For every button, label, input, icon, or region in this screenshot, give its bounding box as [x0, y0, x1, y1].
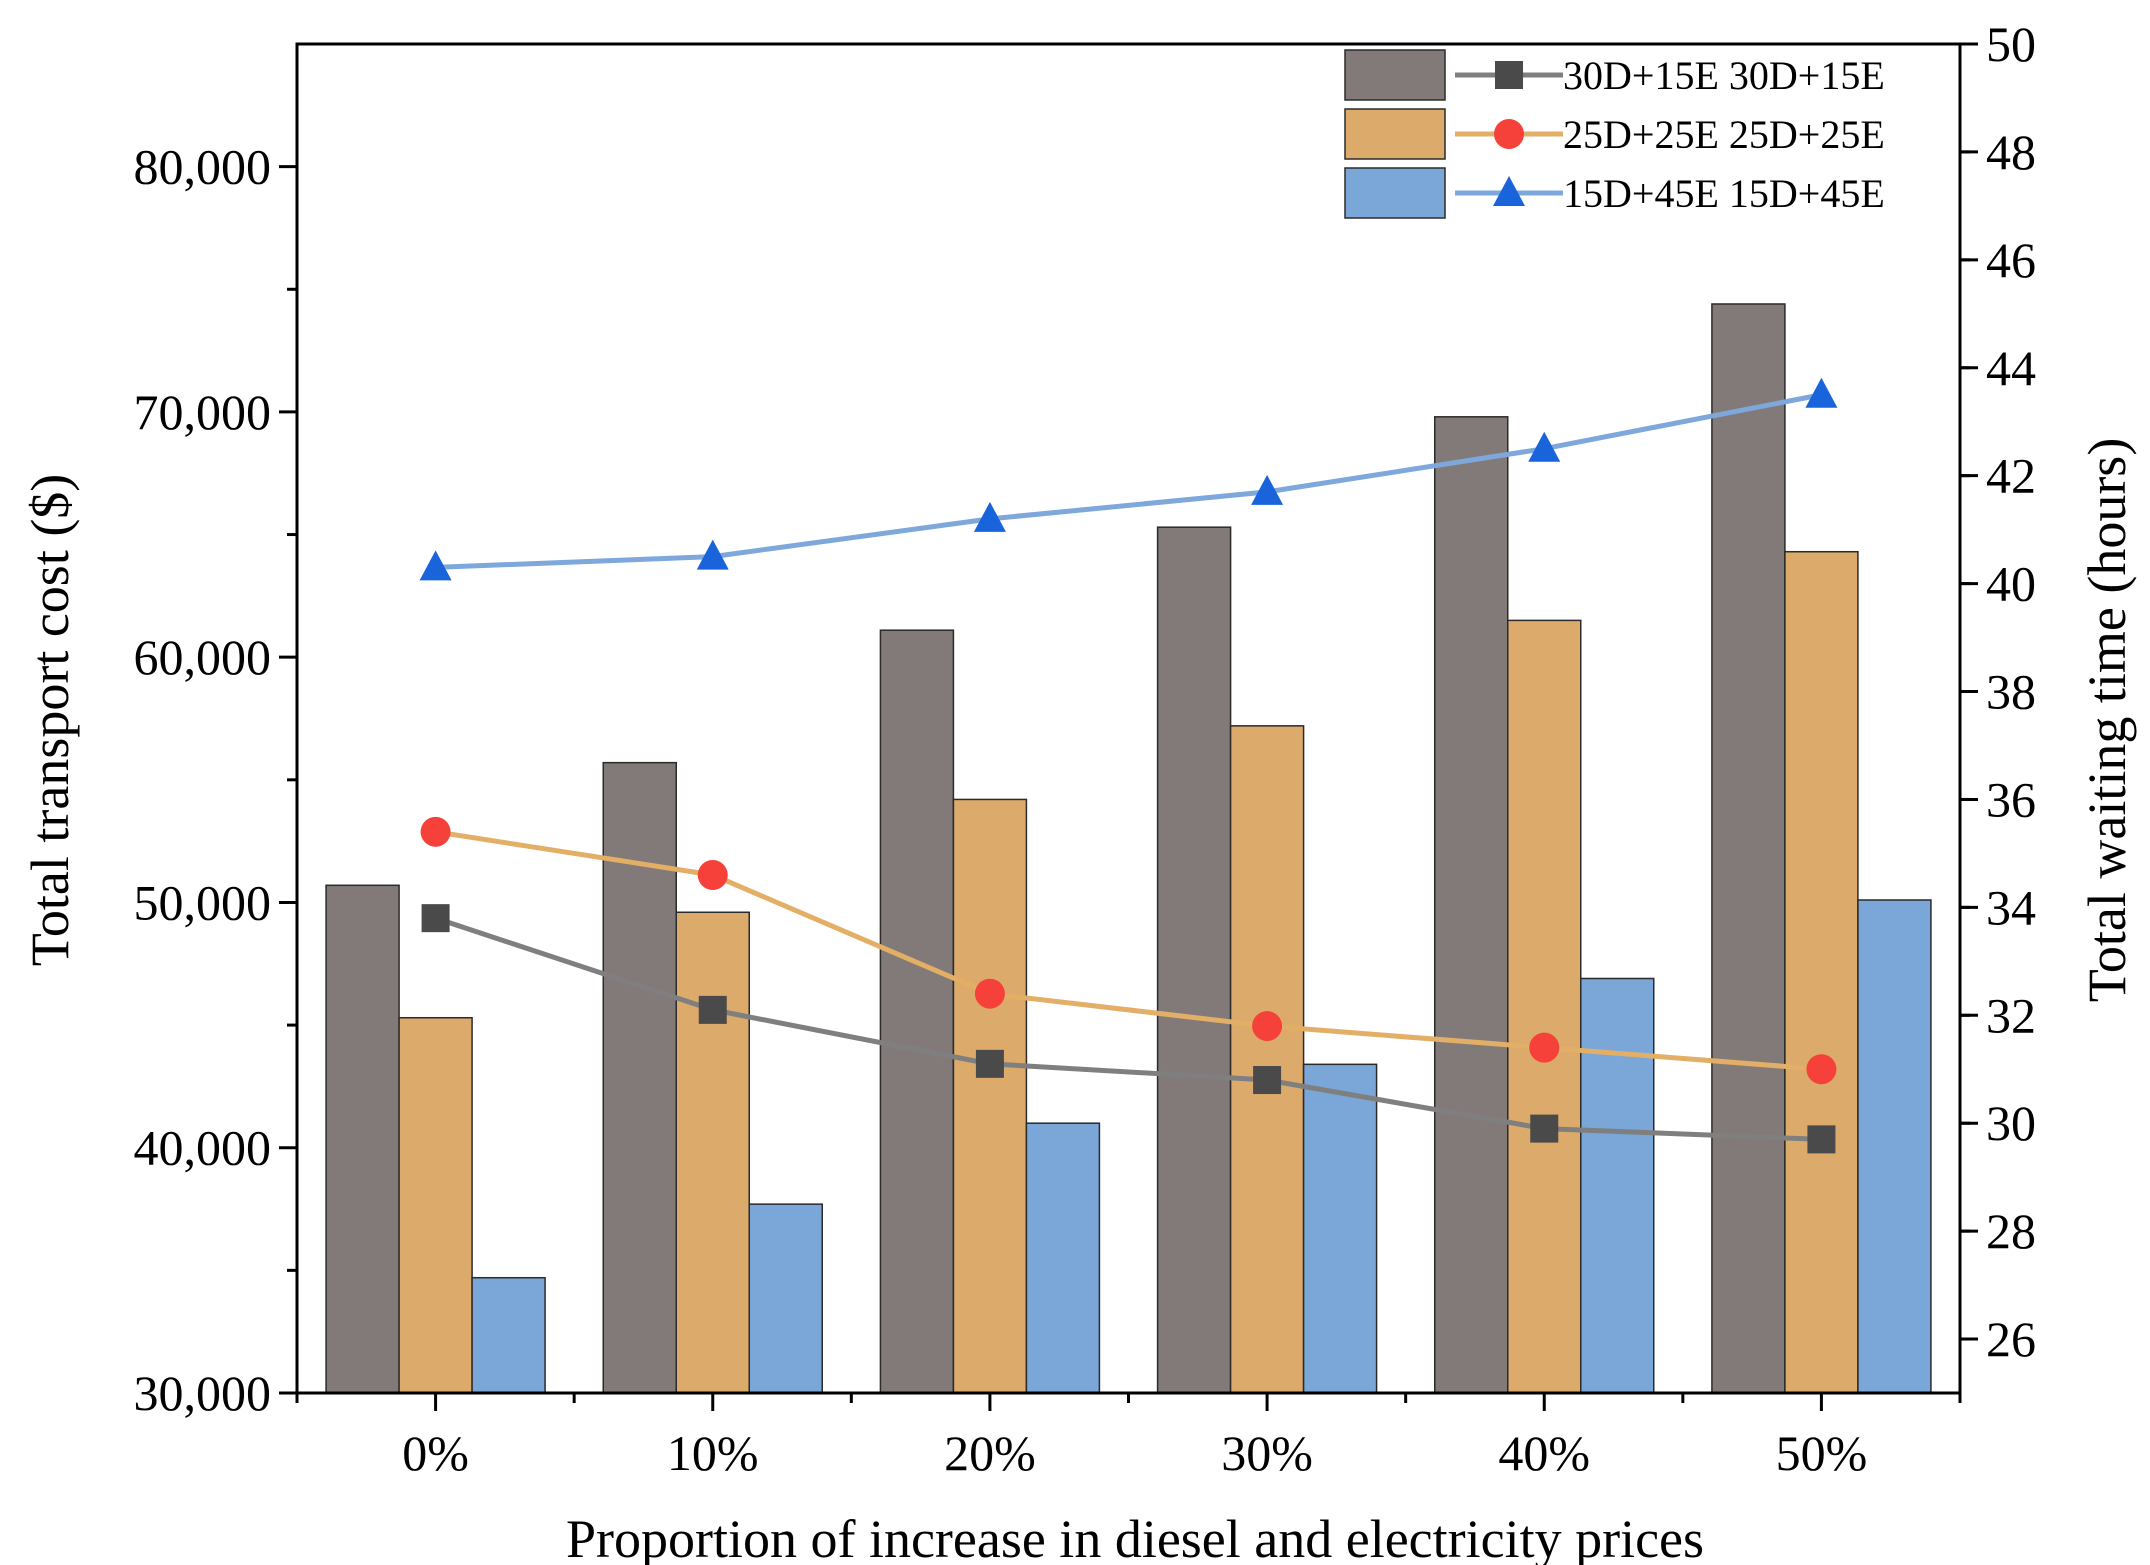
x-axis-title: Proportion of increase in diesel and ele…	[566, 1509, 1704, 1565]
marker-15d45e-0	[419, 550, 452, 581]
legend: 30D+15E 30D+15E 25D+25E 25D+25E 15D+45E 15…	[1344, 49, 1885, 219]
y2-tick-label-10: 46	[1986, 232, 2036, 288]
legend-marker-25d25e	[1494, 119, 1524, 149]
y-tick-label-2: 50,000	[134, 874, 272, 930]
bar-15d45e-2	[1025, 1122, 1101, 1394]
y2-tick-label-2: 30	[1986, 1095, 2036, 1151]
legend-swatch-25d25e	[1344, 108, 1446, 160]
bar-15d45e-1	[748, 1203, 823, 1394]
marker-15d45e-4	[1528, 431, 1561, 462]
y-axis-title: Total transport cost ($)	[20, 474, 80, 967]
bar-30d15e-5	[1711, 303, 1786, 1394]
bar-25d25e-4	[1507, 619, 1582, 1394]
y-tick-label-5: 80,000	[134, 139, 272, 195]
bar-15d45e-3	[1302, 1063, 1378, 1394]
line-30d15e	[434, 915, 1822, 1142]
y2-tick-label-7: 40	[1986, 556, 2036, 612]
y-tick-label-1: 40,000	[134, 1120, 272, 1176]
y2-tick-label-6: 38	[1986, 664, 2036, 720]
bar-25d25e-5	[1784, 550, 1859, 1394]
marker-15d45e-1	[696, 539, 729, 570]
legend-marker-30d15e	[1495, 61, 1523, 89]
marker-15d45e-2	[973, 501, 1006, 532]
plot-area: 30,000 40,000 50,000 60,000 70,000 80,000 26 28…	[134, 16, 2037, 1481]
y2-tick-label-12: 50	[1986, 16, 2036, 72]
y2-tick-label-4: 34	[1986, 879, 2036, 935]
y2-tick-label-1: 28	[1986, 1203, 2036, 1259]
y2-tick-label-11: 48	[1986, 124, 2036, 180]
marker-30d15e-2	[975, 1049, 1004, 1078]
legend-label-30d15e: 30D+15E 30D+15E	[1563, 53, 1885, 98]
y2-tick-label-9: 44	[1986, 340, 2036, 396]
bar-25d25e-0	[398, 1016, 473, 1394]
bar-30d15e-2	[879, 629, 955, 1394]
marker-25d25e-3	[1252, 1011, 1283, 1042]
marker-25d25e-2	[974, 978, 1005, 1009]
bar-15d45e-5	[1857, 899, 1932, 1394]
bar-25d25e-2	[952, 798, 1028, 1394]
x-tick-label-1: 10%	[667, 1425, 759, 1481]
bar-15d45e-0	[471, 1276, 546, 1394]
y2-axis-title: Total waiting time (hours)	[2077, 438, 2137, 1003]
x-tick-label-2: 20%	[944, 1425, 1036, 1481]
marker-30d15e-3	[1253, 1066, 1282, 1095]
y-tick-label-4: 70,000	[134, 384, 272, 440]
marker-25d25e-4	[1529, 1032, 1560, 1063]
bar-30d15e-4	[1434, 416, 1509, 1394]
plot-frame	[295, 42, 1962, 1395]
y2-tick-label-0: 26	[1986, 1311, 2036, 1367]
line-15d45e	[435, 392, 1822, 570]
line-25d25e	[435, 829, 1822, 1072]
y-tick-label-3: 60,000	[134, 629, 272, 685]
marker-25d25e-1	[697, 859, 728, 890]
marker-30d15e-4	[1530, 1114, 1559, 1143]
bar-25d25e-3	[1229, 725, 1305, 1394]
marker-25d25e-0	[420, 816, 451, 847]
y2-tick-label-3: 32	[1986, 987, 2036, 1043]
marker-30d15e-5	[1807, 1125, 1836, 1154]
bar-15d45e-4	[1580, 977, 1655, 1394]
bar-30d15e-3	[1156, 526, 1232, 1394]
legend-label-25d25e: 25D+25E 25D+25E	[1563, 112, 1885, 157]
y2-tick-label-8: 42	[1986, 448, 2036, 504]
bar-30d15e-0	[325, 884, 400, 1394]
y-tick-label-0: 30,000	[134, 1365, 272, 1421]
marker-25d25e-5	[1806, 1054, 1837, 1085]
x-tick-label-4: 40%	[1498, 1425, 1590, 1481]
x-tick-label-5: 50%	[1776, 1425, 1868, 1481]
x-tick-label-0: 0%	[402, 1425, 469, 1481]
legend-swatch-30d15e	[1344, 49, 1446, 101]
legend-swatch-15d45e	[1344, 167, 1446, 219]
marker-30d15e-1	[698, 995, 727, 1024]
legend-label-15d45e: 15D+45E 15D+45E	[1563, 171, 1885, 216]
marker-15d45e-5	[1805, 377, 1838, 408]
marker-30d15e-0	[421, 904, 450, 933]
bar-25d25e-1	[675, 911, 750, 1394]
x-tick-label-3: 30%	[1221, 1425, 1313, 1481]
y2-tick-label-5: 36	[1986, 771, 2036, 827]
marker-15d45e-3	[1251, 474, 1284, 505]
legend-marker-15d45e	[1493, 176, 1525, 206]
